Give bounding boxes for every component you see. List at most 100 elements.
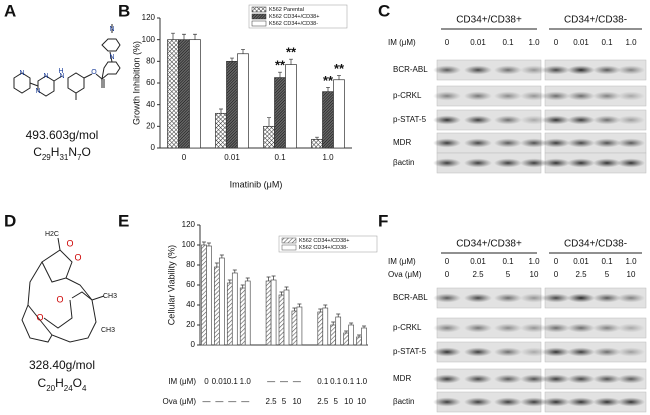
lane-label: 0.01 (573, 38, 589, 47)
bar (274, 77, 286, 149)
x-tick-label: 1.0 (322, 153, 334, 162)
atom-label: O (91, 69, 97, 76)
bar (239, 287, 246, 346)
blot-band (542, 115, 570, 125)
bar (330, 324, 337, 346)
y-tick-label: 80 (186, 260, 195, 269)
error-bar (241, 49, 245, 54)
legend-box (278, 235, 378, 253)
error-bar (323, 304, 328, 308)
x-tick-label: 0 (204, 377, 209, 386)
blot-band (433, 374, 461, 384)
error-bar (240, 284, 245, 288)
blot-band (494, 91, 522, 101)
bar (291, 310, 298, 346)
bar (278, 294, 285, 346)
lane-label: 1.0 (528, 38, 540, 47)
lane-label: 0 (554, 38, 559, 47)
formula: C20H24O4 (38, 376, 88, 392)
atom-label: N (43, 73, 48, 80)
blot-band (464, 91, 492, 101)
legend-label: K562 CD34+/CD38+ (299, 238, 349, 244)
blot-band (617, 293, 645, 303)
group-header: CD34+/CD38- (564, 239, 627, 250)
error-bar (284, 286, 289, 290)
x-tick-label: 0.01 (212, 377, 228, 386)
x-tick-label: 0.1 (330, 377, 342, 386)
error-bar (336, 313, 341, 317)
y-tick-label: 20 (186, 320, 195, 329)
blot-band (464, 397, 492, 407)
error-bar (219, 254, 224, 258)
panel-label: D (4, 211, 16, 230)
protein-label: p-CRKL (393, 91, 422, 100)
blot-band (567, 293, 595, 303)
atom-label: O (74, 252, 81, 262)
structure-d (21, 237, 105, 343)
lane-row-label: IM (μM) (388, 257, 416, 266)
annotation: ** (323, 73, 334, 88)
x-tick-label: — (280, 377, 288, 386)
error-bar (227, 279, 232, 283)
error-bar (193, 33, 197, 40)
blot-band (593, 323, 621, 333)
y-axis-label: Cellular Viability (%) (166, 245, 176, 325)
error-bar (326, 86, 330, 92)
bar (311, 138, 323, 149)
bar (263, 125, 275, 149)
annotation: ** (286, 45, 297, 60)
x-tick-label: 10 (344, 397, 353, 406)
blot-band (520, 323, 548, 333)
x-tick-label: 1.0 (356, 377, 368, 386)
lane-label: 1.0 (528, 257, 540, 266)
x-axis-label: Imatinib (μM) (230, 179, 283, 189)
y-tick-label: 0 (191, 340, 196, 349)
error-bar (230, 57, 234, 62)
blot-band (542, 138, 570, 148)
blot-band (494, 347, 522, 357)
blot-band (542, 323, 570, 333)
blot-band (464, 374, 492, 384)
group-header: CD34+/CD38+ (456, 15, 522, 26)
blot-band (617, 374, 645, 384)
panel-label: C (378, 1, 390, 20)
bar (333, 79, 345, 149)
x-tick-label: — (215, 397, 223, 406)
blot-band (567, 115, 595, 125)
bar (343, 332, 349, 346)
error-bar (331, 321, 336, 325)
blot-band (593, 158, 621, 168)
blot-band (567, 347, 595, 357)
group-label: CH3 (101, 327, 115, 334)
bar (285, 64, 297, 149)
legend-swatch (251, 20, 267, 27)
molecular-weight: 493.603g/mol (26, 128, 99, 142)
blot-band (593, 91, 621, 101)
lane-label: 10 (627, 270, 636, 279)
blot-band (464, 115, 492, 125)
y-tick-label: 120 (142, 13, 156, 22)
blot-band (617, 91, 645, 101)
blot-band (520, 397, 548, 407)
x-tick-label: 1.0 (240, 377, 252, 386)
error-bar (267, 117, 271, 127)
blot-band (593, 115, 621, 125)
blot-band (494, 158, 522, 168)
atom-label: O (36, 312, 43, 322)
atom-label: N (35, 88, 40, 95)
protein-label: BCR-ABL (393, 65, 428, 74)
bar (283, 289, 290, 346)
bar (322, 91, 334, 149)
bar (219, 257, 225, 346)
x-tick-label: 5 (282, 397, 287, 406)
x-tick-label: — (241, 397, 249, 406)
blot-band (494, 138, 522, 148)
bar (265, 280, 272, 346)
blot-band (520, 347, 548, 357)
lane-label: 1.0 (625, 38, 637, 47)
y-tick-label: 120 (182, 220, 196, 229)
annotation: ** (275, 58, 286, 73)
blot-band (494, 65, 522, 75)
blot-band (520, 138, 548, 148)
structure-a (13, 24, 121, 100)
